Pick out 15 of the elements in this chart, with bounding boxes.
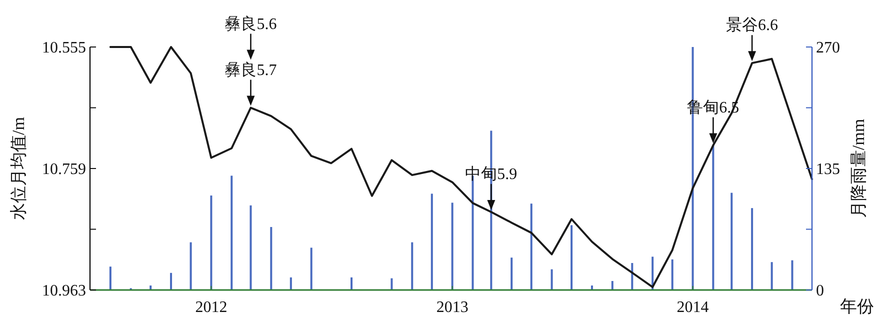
y-tick-label: 10.963 <box>42 282 86 300</box>
x-tick-label: 2014 <box>676 299 709 316</box>
y2-tick-label: 135 <box>816 161 840 178</box>
y2-tick-label: 270 <box>816 40 840 57</box>
annotation: 彝良5.7 <box>224 60 277 79</box>
x-tick-label: 2013 <box>436 299 468 316</box>
annotation: 景谷6.6 <box>726 16 778 34</box>
x-axis-title: 年份 <box>840 297 874 316</box>
x-tick-label: 2012 <box>195 299 228 316</box>
y2-axis-title: 月降雨量/mm <box>849 118 868 218</box>
annotation: 彝良5.6 <box>224 14 277 33</box>
y2-tick-label: 0 <box>816 282 824 300</box>
y-axis-title: 水位月均值/m <box>9 117 28 220</box>
y-tick-label: 10.759 <box>42 161 86 178</box>
y-tick-label: 10.555 <box>42 40 86 57</box>
